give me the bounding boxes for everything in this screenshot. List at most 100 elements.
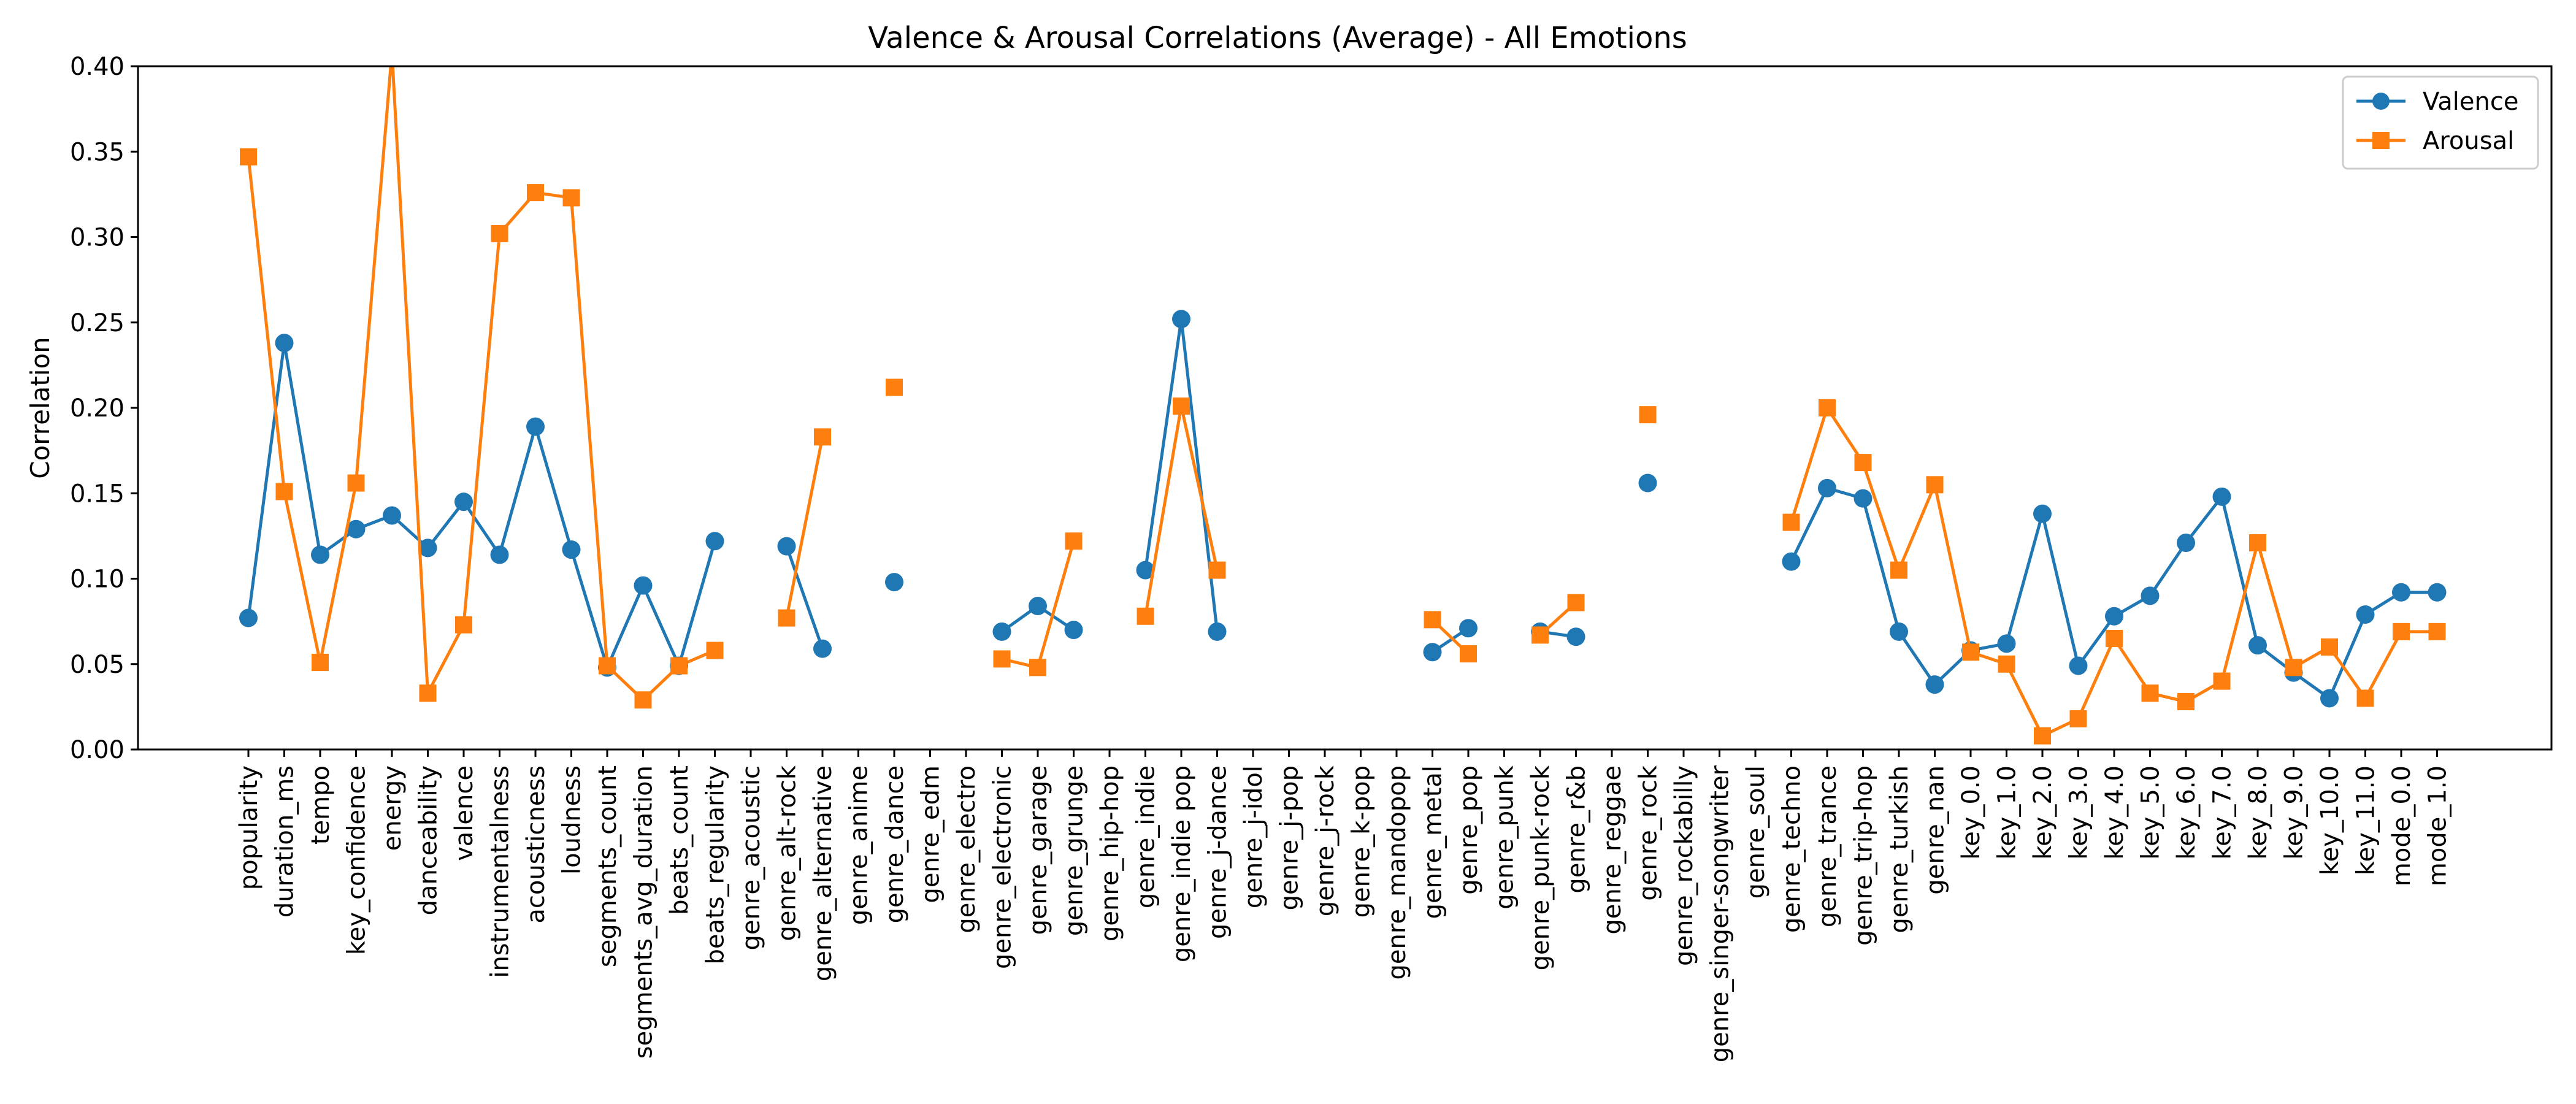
series-line-segment: [1790, 487, 1829, 562]
series-line-segment: [1825, 407, 1865, 464]
series-line-segment: [785, 545, 824, 650]
data-point-arousal: [1065, 532, 1083, 550]
data-point-arousal: [778, 609, 795, 627]
x-tick-label: energy: [378, 765, 407, 851]
series-line-segment: [1933, 484, 1972, 653]
x-tick-label: genre_electro: [953, 765, 981, 933]
data-point-valence: [2356, 605, 2375, 624]
x-tick-label: genre_rockabilly: [1670, 765, 1698, 966]
series-line-segment: [2005, 663, 2044, 737]
data-point-arousal: [2213, 672, 2231, 690]
x-tick-label: genre_hip-hop: [1096, 765, 1124, 941]
data-point-arousal: [1926, 476, 1944, 494]
x-tick-label: genre_soul: [1742, 765, 1770, 899]
legend-label: Valence: [2423, 88, 2518, 116]
x-tick-label: genre_nan: [1922, 765, 1950, 895]
series-line-segment: [318, 483, 358, 663]
x-tick-label: genre_grunge: [1060, 765, 1089, 936]
x-tick-label: acousticness: [522, 765, 550, 924]
x-tick-label: genre_rock: [1635, 765, 1663, 901]
data-point-valence: [992, 622, 1011, 641]
series-line-segment: [2077, 615, 2116, 667]
y-tick-label: 0.40: [70, 53, 125, 81]
x-tick-label: key_5.0: [2137, 765, 2165, 860]
data-point-valence: [2069, 656, 2088, 675]
x-tick-label: key_6.0: [2172, 765, 2201, 860]
data-point-valence: [383, 506, 401, 525]
legend: Valence Arousal: [2342, 75, 2539, 170]
y-tick-label: 0.35: [70, 138, 125, 166]
legend-marker: [2372, 93, 2390, 110]
data-point-valence: [2141, 586, 2160, 605]
series-line-segment: [462, 233, 501, 625]
data-point-arousal: [1460, 645, 1477, 663]
x-tick-label: genre_alternative: [809, 765, 837, 981]
y-axis-label: Correlation: [25, 337, 55, 479]
data-point-valence: [1782, 552, 1801, 571]
x-tick-label: genre_j-idol: [1240, 765, 1268, 908]
data-point-valence: [347, 519, 366, 539]
series-line-segment: [2364, 631, 2403, 699]
data-point-arousal: [1029, 659, 1046, 677]
series-line-segment: [2005, 513, 2044, 644]
data-point-arousal: [1424, 611, 1441, 629]
data-point-valence: [1423, 643, 1442, 662]
series-line-segment: [570, 197, 609, 666]
x-tick-label: genre_techno: [1778, 765, 1806, 933]
data-point-valence: [1064, 621, 1083, 640]
x-tick-label: genre_r&b: [1563, 765, 1591, 894]
data-point-arousal: [670, 657, 688, 675]
legend-label: Arousal: [2423, 127, 2514, 155]
data-point-valence: [1818, 478, 1836, 497]
series-line-segment: [2220, 542, 2260, 682]
x-tick-label: segments_avg_duration: [630, 765, 658, 1059]
x-tick-label: genre_electronic: [989, 765, 1017, 969]
series-line-segment: [2220, 496, 2260, 646]
series-line-segment: [605, 585, 645, 669]
axes-frame: [137, 65, 2553, 751]
data-point-arousal: [814, 428, 831, 446]
series-line-segment: [247, 156, 286, 492]
chart-title: Valence & Arousal Correlations (Average)…: [868, 21, 1687, 55]
x-tick-label: genre_edm: [917, 765, 945, 903]
x-tick-label: genre_indie pop: [1168, 765, 1196, 962]
x-tick-label: key_3.0: [2065, 765, 2093, 860]
x-tick-label: genre_punk: [1491, 765, 1519, 910]
x-tick-label: genre_garage: [1024, 765, 1052, 935]
data-point-valence: [526, 417, 545, 436]
x-tick-label: genre_punk-rock: [1527, 765, 1555, 970]
x-tick-label: genre_anime: [845, 765, 873, 925]
data-point-valence: [1029, 597, 1047, 616]
data-point-valence: [2320, 689, 2339, 708]
data-point-arousal: [886, 378, 903, 396]
y-tick-label: 0.05: [70, 651, 125, 679]
x-tick-label: genre_j-rock: [1311, 765, 1340, 916]
series-line-segment: [785, 436, 824, 619]
data-point-arousal: [491, 224, 508, 242]
series-line-segment: [1036, 540, 1075, 669]
data-point-valence: [1853, 489, 1873, 508]
series-line-segment: [283, 491, 322, 663]
legend-marker: [2372, 132, 2390, 149]
series-layer: [239, 66, 2447, 745]
x-tick-label: key_confidence: [343, 765, 371, 955]
x-tick-label: key_0.0: [1957, 765, 1985, 860]
data-point-arousal: [2069, 710, 2087, 727]
series-line-segment: [462, 500, 501, 556]
data-point-arousal: [2356, 689, 2374, 707]
data-point-valence: [562, 540, 581, 559]
data-point-arousal: [1890, 561, 1907, 579]
data-point-arousal: [993, 650, 1011, 668]
y-tick-label: 0.15: [70, 480, 125, 508]
data-point-valence: [2248, 636, 2267, 655]
plot-area: 0.00 0.05 0.10 0.15 0.20 0.25 0.30 0.35 0.40 popu…: [70, 53, 2553, 1062]
x-tick-label: key_9.0: [2280, 765, 2309, 860]
data-point-valence: [885, 573, 903, 592]
data-point-valence: [813, 639, 832, 658]
x-tick-label: genre_j-pop: [1276, 765, 1304, 910]
data-point-valence: [1997, 634, 2016, 653]
data-point-valence: [2428, 583, 2447, 602]
x-tick-label: genre_k-pop: [1347, 765, 1376, 918]
x-tick-label: genre_dance: [881, 765, 909, 923]
data-point-arousal: [275, 483, 293, 500]
